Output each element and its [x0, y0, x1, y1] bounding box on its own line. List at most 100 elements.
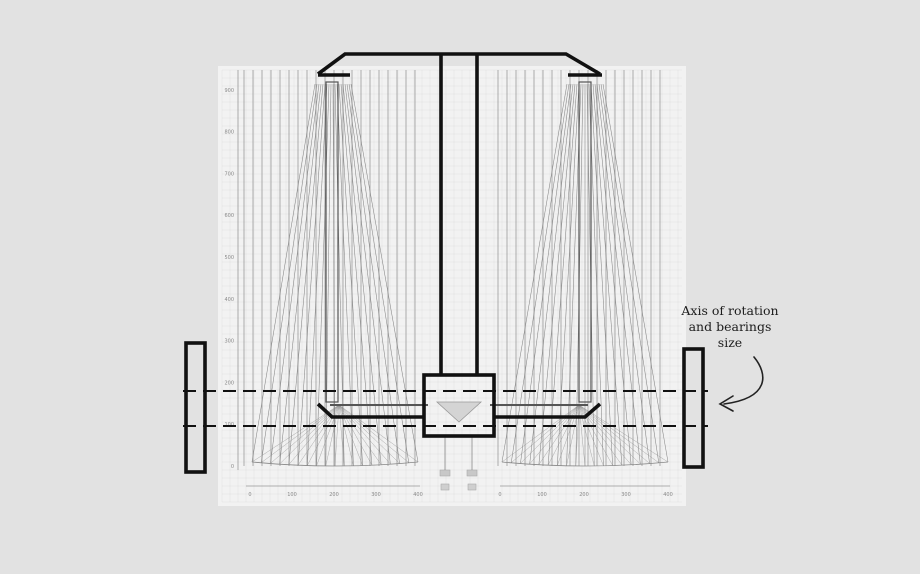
ray-line: [598, 83, 650, 464]
ray-line: [338, 404, 354, 466]
beam-bundle-right: [578, 81, 592, 403]
ray-line: [251, 83, 316, 463]
y-tick-label: 600: [224, 213, 234, 219]
top-crossbar: [316, 52, 601, 76]
ray-line: [338, 404, 419, 463]
rotation-axis-lines: [183, 390, 708, 427]
detector-block: [440, 483, 450, 491]
ray-line: [316, 404, 340, 466]
y-tick-label: 300: [224, 339, 234, 345]
y-tick-label: 500: [224, 255, 234, 261]
ray-line: [578, 404, 586, 467]
ray-line: [346, 83, 400, 464]
ray-line: [578, 404, 659, 463]
y-tick-label: 900: [224, 88, 234, 94]
ray-line: [336, 83, 354, 466]
y-tick-label: 800: [224, 130, 234, 136]
annotation-arrow: [718, 356, 764, 412]
ray-line: [338, 404, 409, 463]
ray-line: [338, 404, 363, 466]
ray-line: [510, 83, 570, 463]
ray-line: [338, 404, 400, 464]
y-tick-label: 700: [224, 171, 234, 177]
annotation-line-1: Axis of rotation: [681, 303, 779, 318]
annotation-line-2: and bearings: [688, 319, 772, 334]
ray-line: [316, 83, 330, 466]
ray-line: [592, 83, 623, 466]
ray-line: [288, 83, 324, 465]
primary-curve: [501, 461, 669, 467]
ray-line: [342, 83, 382, 465]
ray-line: [307, 83, 328, 466]
ray-line: [338, 404, 382, 465]
ray-line: [334, 83, 345, 466]
ray-line: [297, 83, 326, 466]
ray-line: [511, 404, 580, 463]
y-tick-label: 0: [231, 464, 234, 470]
primary-curve: [251, 461, 419, 467]
ray-line: [594, 83, 632, 465]
optical-rays: [251, 81, 669, 491]
ray-line: [600, 83, 660, 463]
ray-line: [260, 83, 318, 463]
ray-line: [602, 83, 669, 463]
ray-line: [520, 404, 580, 464]
x-tick-label: 200: [579, 492, 589, 498]
ray-line: [251, 404, 340, 463]
ray-line: [529, 404, 580, 465]
ray-line: [578, 404, 604, 466]
ray-line: [338, 404, 345, 466]
ray-line: [557, 404, 580, 466]
ray-line: [578, 404, 595, 466]
detector-block: [467, 483, 477, 491]
left-bearing-block: [184, 341, 207, 474]
ray-line: [338, 83, 363, 466]
left-lower-arm: [316, 402, 424, 419]
ray-line: [590, 83, 613, 466]
ray-line: [340, 83, 373, 466]
x-tick-label: 100: [287, 492, 297, 498]
ray-line: [547, 83, 578, 466]
ray-line: [338, 404, 391, 465]
axis-rotation-annotation: Axis of rotation and bearings size: [668, 303, 792, 351]
x-tick-label: 0: [498, 492, 501, 498]
fold-mirror: [435, 401, 483, 423]
ray-line: [578, 404, 669, 463]
ray-line: [334, 404, 340, 467]
x-tick-label: 0: [248, 492, 251, 498]
ray-line: [270, 83, 320, 464]
ray-line: [520, 83, 572, 464]
ray-line: [547, 404, 580, 466]
frame-structure: [184, 52, 705, 474]
right-bearing-block: [682, 347, 705, 469]
x-tick-label: 300: [621, 492, 631, 498]
ray-line: [501, 404, 580, 463]
detector-block: [439, 469, 451, 477]
ray-line: [538, 83, 576, 465]
arrow-head: [718, 395, 734, 412]
ray-line: [338, 404, 373, 466]
x-tick-label: 100: [537, 492, 547, 498]
ray-line: [325, 404, 340, 466]
ray-line: [557, 83, 580, 466]
ray-line: [344, 83, 391, 465]
x-tick-label: 200: [329, 492, 339, 498]
ray-line: [501, 83, 568, 463]
x-tick-label: 400: [413, 492, 423, 498]
ray-line: [596, 83, 641, 465]
right-lower-arm: [494, 402, 602, 419]
ray-line: [279, 83, 322, 465]
ray-line: [348, 83, 410, 463]
arrow-shaft: [723, 356, 764, 405]
ray-line: [307, 404, 340, 466]
x-tick-label: 400: [663, 492, 673, 498]
ray-line: [575, 404, 580, 466]
central-hub: [422, 373, 496, 438]
annotation-line-3: size: [717, 335, 743, 350]
ray-line: [578, 404, 650, 464]
y-tick-label: 400: [224, 297, 234, 303]
beam-bundle-left: [325, 81, 339, 403]
ray-line: [350, 83, 419, 463]
